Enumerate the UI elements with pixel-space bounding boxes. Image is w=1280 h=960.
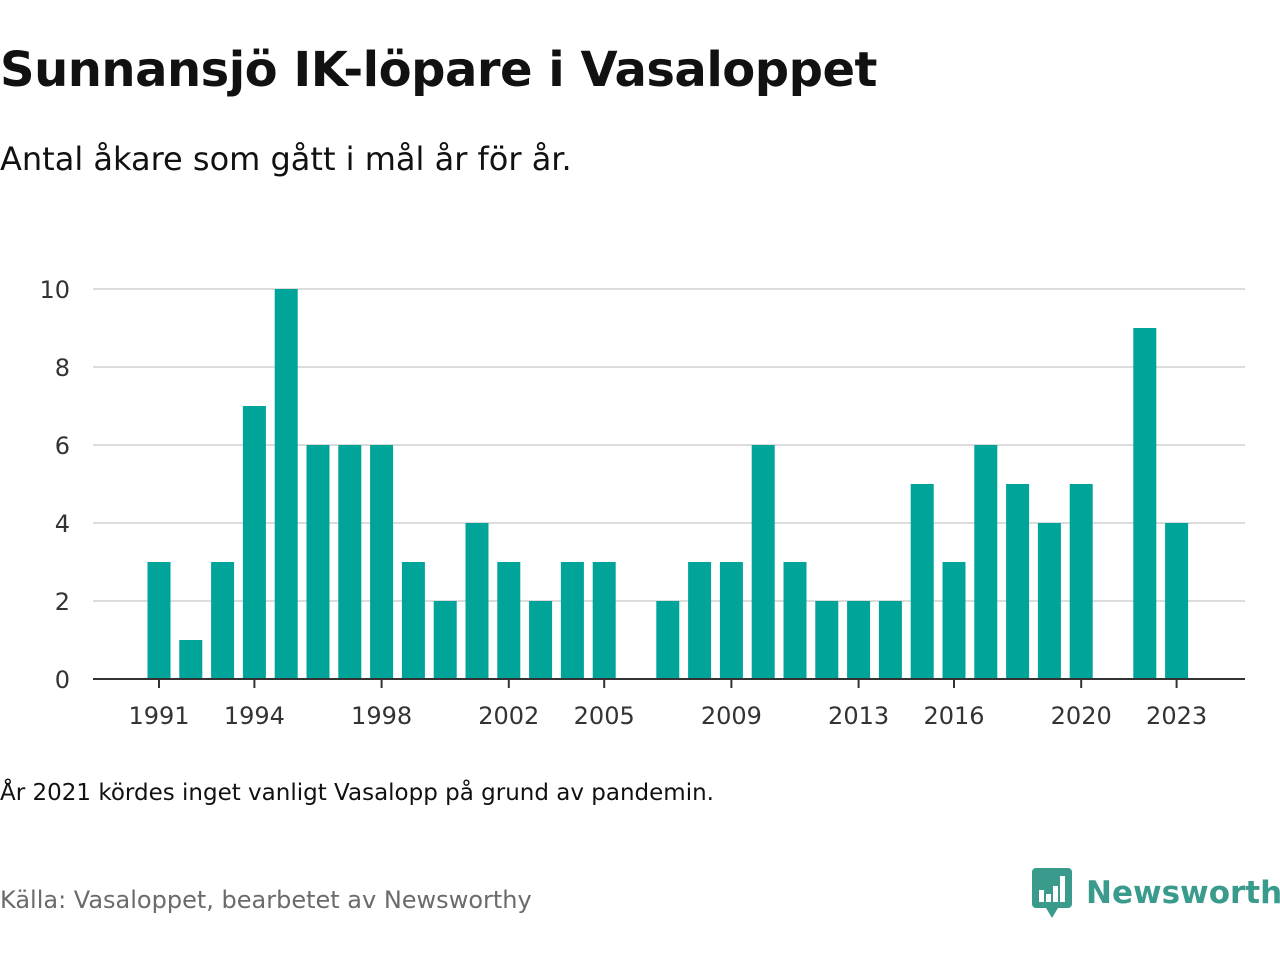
bar-1994: [242, 406, 266, 679]
bar-2000: [433, 601, 457, 679]
y-tick-label: 6: [55, 432, 70, 460]
bar-2003: [529, 601, 553, 679]
bar-1992: [179, 640, 203, 679]
bar-2018: [1006, 484, 1030, 679]
x-axis-ticks: 1991 1994 1998 2002 2005 2009 2013 2016 2020 2023: [128, 679, 1207, 730]
x-tick-label: 2002: [478, 702, 539, 730]
y-tick-label: 2: [55, 588, 70, 616]
x-tick-label: 1998: [351, 702, 412, 730]
bar-2011: [783, 562, 807, 679]
x-tick-label: 2005: [574, 702, 635, 730]
bar-2001: [465, 523, 489, 679]
bar-2017: [974, 445, 998, 679]
bar-2020: [1069, 484, 1093, 679]
bar-2014: [878, 601, 902, 679]
bar-2015: [910, 484, 934, 679]
x-tick-label: 2023: [1146, 702, 1207, 730]
bar-1995: [274, 289, 298, 679]
bar-2019: [1037, 523, 1061, 679]
y-tick-label: 0: [55, 666, 70, 694]
bar-1998: [370, 445, 394, 679]
y-tick-label: 8: [55, 354, 70, 382]
bar-2013: [847, 601, 871, 679]
bar-2005: [592, 562, 616, 679]
x-tick-label: 2009: [701, 702, 762, 730]
bar-1991: [147, 562, 171, 679]
x-tick-label: 1994: [224, 702, 285, 730]
x-tick-label: 2013: [828, 702, 889, 730]
bar-2022: [1133, 328, 1157, 679]
footnote: År 2021 kördes inget vanligt Vasalopp på…: [0, 780, 714, 806]
bar-1999: [401, 562, 425, 679]
bar-2016: [942, 562, 966, 679]
newsworthy-logo-icon: [1032, 868, 1072, 918]
bar-2009: [719, 562, 743, 679]
y-tick-label: 4: [55, 510, 70, 538]
x-tick-label: 1991: [128, 702, 189, 730]
bar-2010: [751, 445, 775, 679]
x-tick-label: 2020: [1051, 702, 1112, 730]
bar-2004: [560, 562, 584, 679]
bar-chart: 0 2 4 6 8 10 1991 1994 1998 2002 2005 2009 2013 2016…: [39, 276, 1245, 730]
brand-name: Newsworthy: [1086, 875, 1280, 911]
source-credit: Källa: Vasaloppet, bearbetet av Newswort…: [0, 886, 532, 914]
bar-2023: [1165, 523, 1189, 679]
bar-2012: [815, 601, 839, 679]
brand: Newsworthy: [1032, 868, 1280, 918]
chart-subtitle: Antal åkare som gått i mål år för år.: [0, 140, 572, 178]
bar-2008: [688, 562, 712, 679]
x-tick-label: 2016: [923, 702, 984, 730]
bar-1997: [338, 445, 362, 679]
bars: [147, 289, 1189, 679]
bar-1993: [211, 562, 235, 679]
bar-2007: [656, 601, 680, 679]
bar-1996: [306, 445, 330, 679]
bar-2002: [497, 562, 521, 679]
y-axis-ticks: 0 2 4 6 8 10: [39, 276, 70, 694]
chart-title: Sunnansjö IK-löpare i Vasaloppet: [0, 42, 877, 98]
y-tick-label: 10: [39, 276, 70, 304]
